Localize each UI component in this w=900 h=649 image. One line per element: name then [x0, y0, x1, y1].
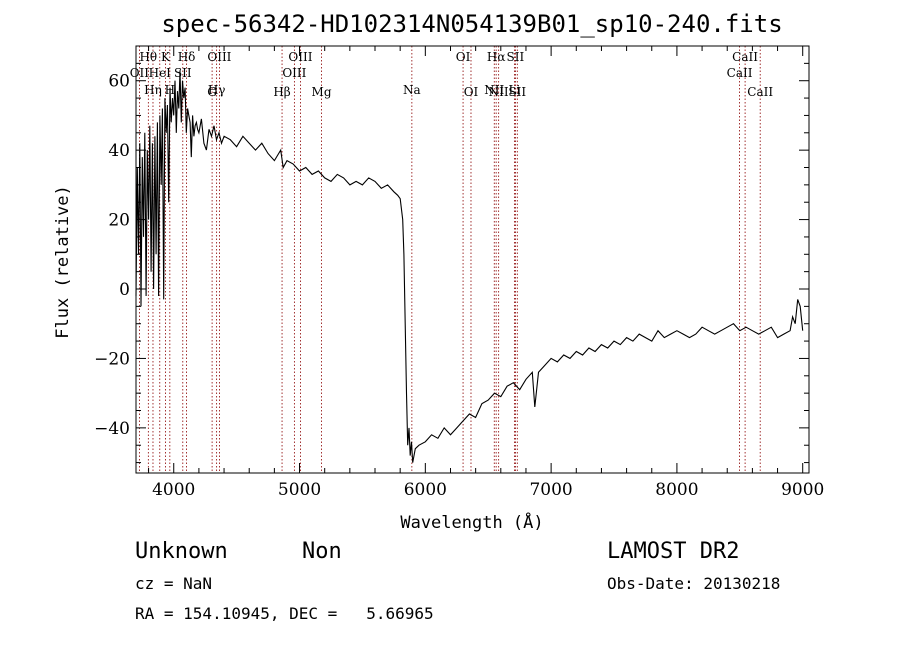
spectral-line-label: Hη — [144, 83, 162, 97]
spectral-line-label: Li — [508, 83, 520, 97]
spectral-line-label: OIII — [282, 66, 306, 80]
y-tick-label: −40 — [94, 419, 130, 439]
y-axis-ticks: −40 −20 0 20 40 60 — [94, 45, 809, 464]
spectral-line-label: Mg — [312, 85, 332, 99]
spectral-line-label: OIII — [207, 50, 231, 64]
spectral-line-label: SII — [508, 85, 526, 99]
coordinates-text: RA = 154.10945, DEC = 5.66965 — [135, 604, 434, 623]
spectrum-series-line — [135, 70, 804, 463]
x-tick-label: 6000 — [404, 480, 447, 500]
x-axis-ticks: 4000 5000 6000 7000 8000 9000 — [148, 46, 824, 500]
spectral-line-label: SII — [507, 50, 525, 64]
x-tick-label: 7000 — [529, 480, 572, 500]
spectral-line-label: Hβ — [273, 85, 290, 99]
x-tick-label: 5000 — [278, 480, 321, 500]
spectral-line-label: NII — [484, 83, 504, 97]
spectral-line-label: K — [161, 50, 171, 64]
spectral-line-label: SII — [174, 66, 192, 80]
subclass-label: Non — [302, 539, 342, 564]
spectral-line-label: G — [207, 85, 217, 99]
y-tick-label: −20 — [94, 349, 130, 369]
spectral-line-label: OII — [130, 66, 150, 80]
x-axis-label: Wavelength (Å) — [400, 511, 543, 533]
x-tick-label: 9000 — [781, 480, 824, 500]
class-label: Unknown — [135, 539, 228, 564]
spectral-line-label: Na — [403, 83, 421, 97]
spectral-line-label: OIII — [288, 50, 312, 64]
x-tick-label: 4000 — [152, 480, 195, 500]
y-tick-label: 0 — [119, 280, 130, 300]
spectral-line-label: OI — [456, 50, 471, 64]
plot-frame — [135, 45, 810, 474]
spectral-line-label: NII — [489, 85, 509, 99]
spectral-line-label: HeI — [149, 66, 172, 80]
spectral-line-label: Hα — [487, 50, 506, 64]
spectral-line-label: Hθ — [139, 50, 157, 64]
spectral-line-markers — [138, 46, 761, 473]
spectral-line-label: CaII — [727, 66, 753, 80]
y-tick-label: 40 — [108, 141, 130, 161]
spectral-line-label: CaII — [747, 85, 773, 99]
obs-date-text: Obs-Date: 20130218 — [607, 574, 781, 593]
survey-label: LAMOST DR2 — [607, 539, 740, 564]
y-tick-label: 60 — [108, 72, 130, 92]
redshift-text: cz = NaN — [135, 574, 213, 593]
spectral-line-label: Hδ — [178, 50, 196, 64]
spectral-line-label: CaII — [732, 50, 758, 64]
spectral-line-label: OI — [464, 85, 479, 99]
y-tick-label: 20 — [108, 211, 130, 231]
chart-title: spec-56342-HD102314N054139B01_sp10-240.f… — [161, 10, 782, 38]
y-axis-label: Flux (relative) — [53, 185, 73, 339]
spectral-line-label: Hγ — [208, 83, 226, 97]
x-tick-label: 8000 — [655, 480, 698, 500]
